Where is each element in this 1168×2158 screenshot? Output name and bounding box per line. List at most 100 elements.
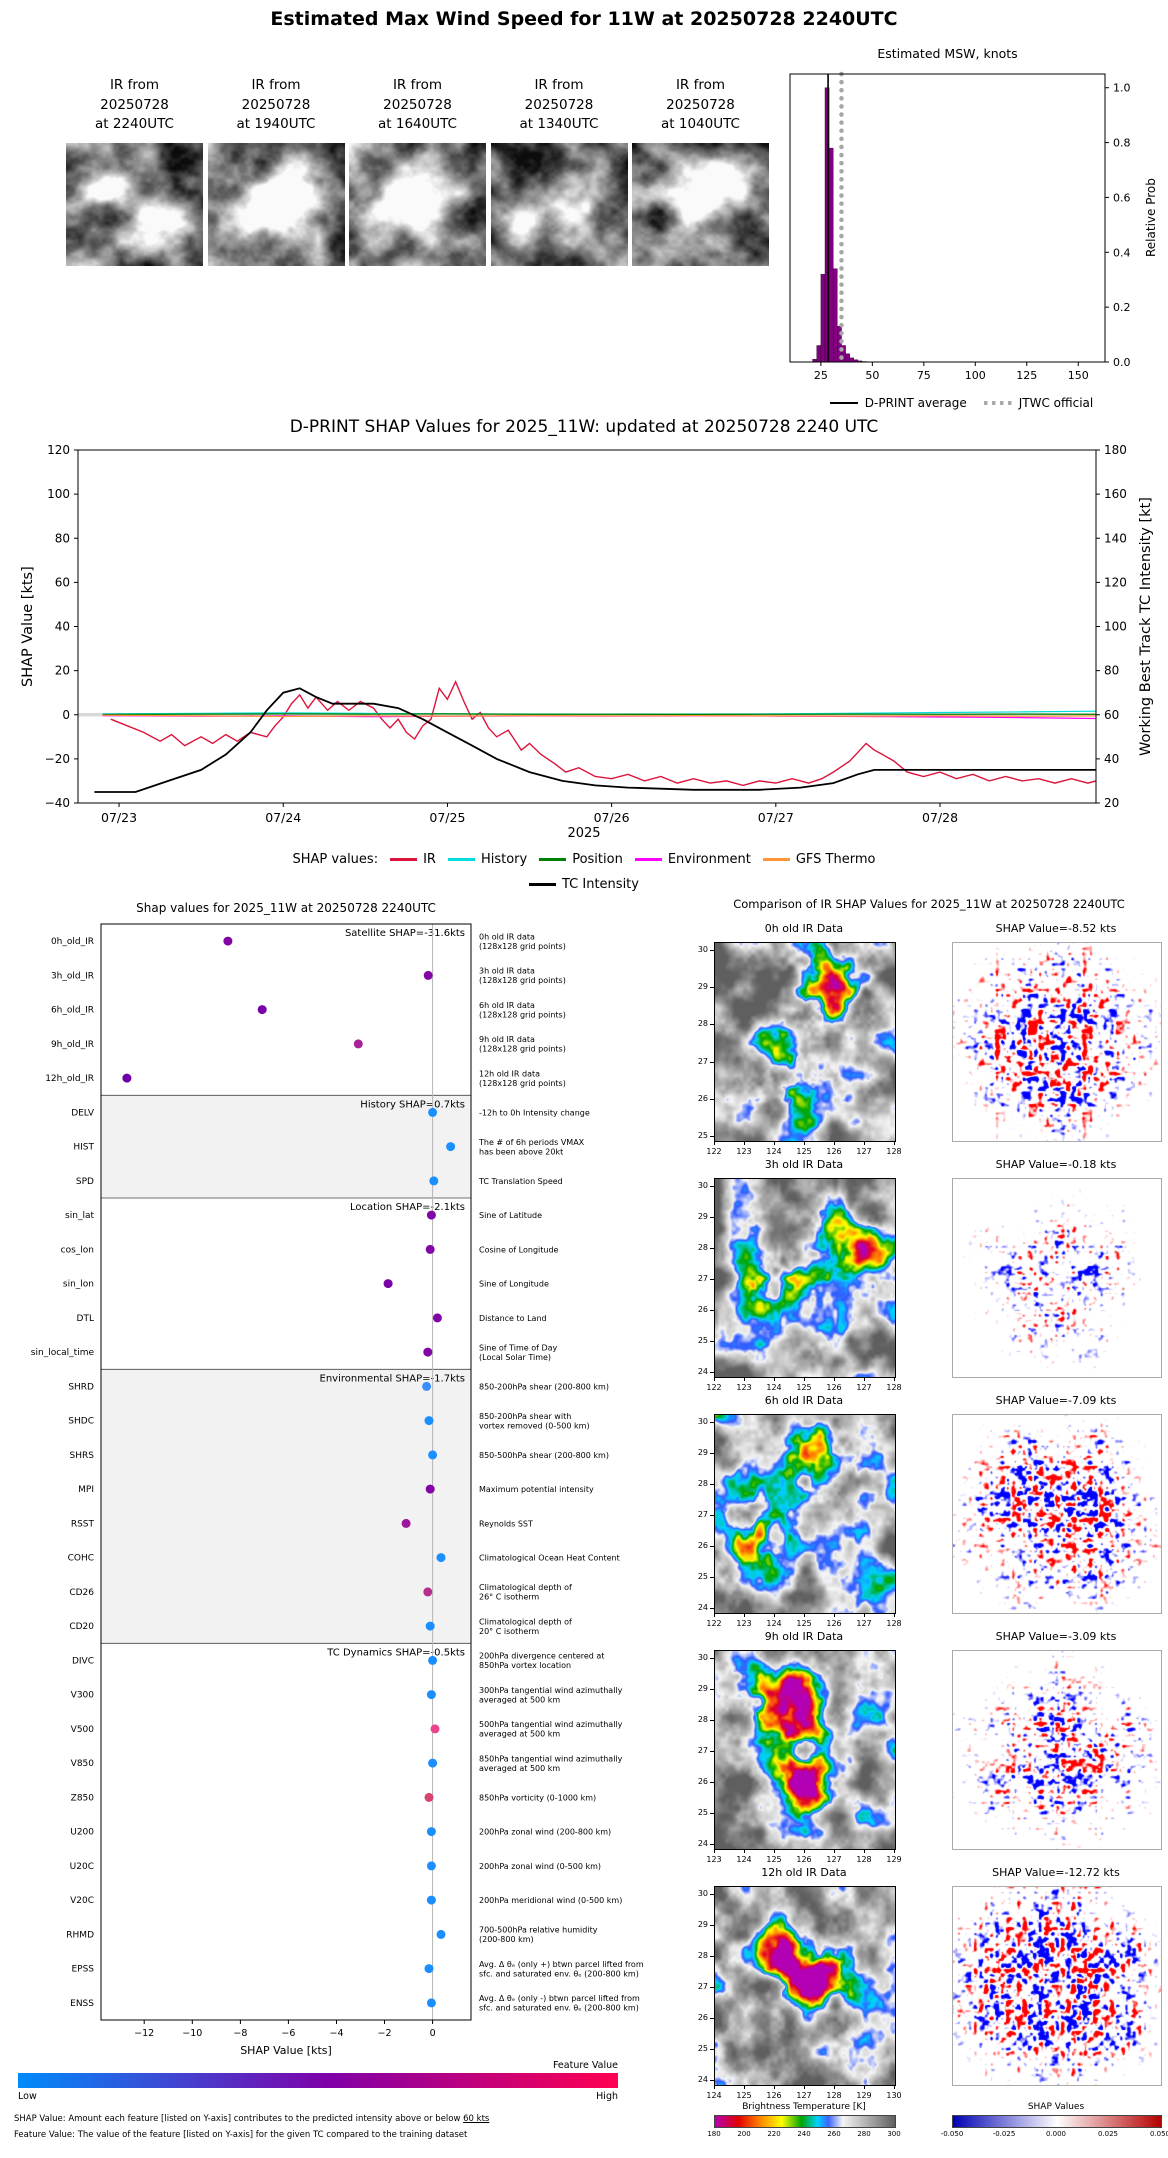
dotplot-group-header: History SHAP=0.7kts xyxy=(360,1099,465,1110)
feature-value-low-label: Low xyxy=(18,2091,37,2102)
ir-ytick-label: 27 xyxy=(697,1982,708,1991)
ir-ytick-mark xyxy=(710,1217,714,1218)
ir-ytick-mark xyxy=(710,1987,714,1988)
dotplot-feature-desc: 200hPa zonal wind (200-800 km) xyxy=(479,1828,611,1837)
dotplot-xtick-label: −8 xyxy=(233,2028,247,2039)
right-ytick-label: 60 xyxy=(1104,708,1119,722)
bt-colorbar-tick: 260 xyxy=(827,2130,841,2138)
ir-ytick-label: 29 xyxy=(697,1684,708,1693)
ir-ytick-mark xyxy=(710,1061,714,1063)
histogram-ytick-label: 0.4 xyxy=(1113,246,1131,259)
ir-ytick-mark xyxy=(710,1248,714,1249)
ir-xtick-mark xyxy=(894,1849,895,1853)
ir-xtick-label: 126 xyxy=(796,1855,812,1864)
dotplot-feature-desc: 20° C isotherm xyxy=(479,1627,539,1636)
dotplot-feature-desc: 200hPa divergence centered at xyxy=(479,1652,604,1661)
left-ytick-label: 40 xyxy=(55,620,70,634)
xtick-label: 07/26 xyxy=(594,810,630,825)
histogram-bar xyxy=(828,147,834,363)
ir-ytick-mark xyxy=(710,1689,714,1690)
histogram-bar xyxy=(832,268,838,363)
ir-ytick-label: 30 xyxy=(697,1181,708,1190)
dotplot-feature-desc: Climatological depth of xyxy=(479,1617,572,1626)
dotplot-shap-dot xyxy=(425,1244,435,1254)
histogram-xtick-label: 125 xyxy=(1016,369,1037,382)
ir-xtick-label: 122 xyxy=(706,1383,722,1392)
legend-item-tc-intensity: TC Intensity xyxy=(529,877,639,892)
series-tc-intensity xyxy=(94,687,1096,793)
legend-label-position: Position xyxy=(572,852,623,867)
dotplot-feature-desc: 26° C isotherm xyxy=(479,1593,539,1602)
ir-ytick-label: 25 xyxy=(697,2044,708,2053)
dotplot-feature-desc: Distance to Land xyxy=(479,1314,547,1323)
ir-thumbnail-label: 20250728 xyxy=(524,96,594,113)
dotplot-feature-desc: 9h old IR data xyxy=(479,1035,535,1044)
dotplot-group-header: Environmental SHAP=-1.7kts xyxy=(320,1373,466,1384)
ir-ytick-label: 26 xyxy=(697,1541,708,1550)
shap-value-footnote-underline: 60 kts xyxy=(463,2114,490,2124)
ir-xtick-mark xyxy=(714,2085,715,2089)
dotplot-feature-desc: sfc. and saturated env. θₑ (200-800 km) xyxy=(479,2004,639,2013)
ir-satellite-image xyxy=(66,142,203,266)
legend-swatch-tc-intensity xyxy=(529,883,556,886)
ir-thumbnail-label: 20250728 xyxy=(666,96,735,113)
right-ytick-label: 120 xyxy=(1104,575,1127,589)
xtick-label: 07/28 xyxy=(922,810,958,825)
dotplot-feature-desc: 850-200hPa shear with xyxy=(479,1412,571,1421)
shap-colorbar-title: SHAP Values xyxy=(1027,2102,1085,2112)
series-position xyxy=(102,713,1097,716)
histogram-plot-border xyxy=(789,73,1106,363)
dotplot-xtick-label: −12 xyxy=(134,2028,154,2039)
jtwc-official-swatch xyxy=(983,400,1012,406)
ir-data-image xyxy=(714,1414,896,1614)
series-gfs-thermo xyxy=(102,714,1097,718)
dotplot-feature-desc: has been above 20kt xyxy=(479,1147,563,1156)
ir-xtick-label: 126 xyxy=(826,1619,842,1628)
ir-ytick-mark xyxy=(710,2080,714,2081)
ir-xtick-label: 128 xyxy=(886,1619,902,1628)
dotplot-feature-label: HIST xyxy=(73,1143,94,1153)
ir-xtick-label: 127 xyxy=(856,1619,872,1628)
dotplot-shap-dot xyxy=(401,1518,411,1528)
histogram-xtick-label: 25 xyxy=(814,369,828,382)
ir-xtick-label: 128 xyxy=(826,2091,842,2100)
ir-xtick-mark xyxy=(774,1613,775,1617)
ir-xtick-label: 127 xyxy=(856,1147,872,1156)
dotplot-shap-dot xyxy=(436,1553,446,1563)
feature-value-high-label: High xyxy=(596,2091,618,2102)
dotplot-shap-dot xyxy=(383,1279,393,1289)
dotplot-shap-dot xyxy=(425,1621,435,1631)
dotplot-feature-desc: 500hPa tangential wind azimuthally xyxy=(479,1720,623,1729)
left-ytick-label: 120 xyxy=(47,443,70,457)
legend-item-history: History xyxy=(447,852,527,867)
ir-ytick-label: 29 xyxy=(697,1212,708,1221)
ir-ytick-label: 25 xyxy=(697,1572,708,1581)
ir-xtick-mark xyxy=(804,1613,805,1617)
ir-xtick-mark xyxy=(864,1849,865,1853)
ir-ytick-label: 24 xyxy=(697,2075,708,2084)
ir-ytick-mark xyxy=(710,1372,714,1373)
dotplot-xtick-label: −6 xyxy=(281,2028,295,2039)
series-ir xyxy=(110,679,1097,787)
ir-ytick-label: 29 xyxy=(697,982,708,992)
left-ytick-label: −40 xyxy=(45,796,70,810)
shap-colorbar-tick: 0.050 xyxy=(1149,2130,1168,2138)
dotplot-shap-dot xyxy=(423,1347,433,1357)
dotplot-group-header: Satellite SHAP=-31.6kts xyxy=(345,928,465,939)
histogram-ylabel: Relative Prob xyxy=(1144,178,1158,258)
histogram-bar xyxy=(849,357,855,363)
timeseries-xlabel: 2025 xyxy=(567,826,601,841)
ir-xtick-mark xyxy=(744,1613,745,1617)
shap-map-image xyxy=(952,1886,1162,2086)
legend-item-position: Position xyxy=(539,852,623,867)
dotplot-feature-label: CD20 xyxy=(69,1622,94,1632)
histogram-ytick-label: 0.6 xyxy=(1113,191,1131,204)
ir-thumbnail-label: IR from xyxy=(392,77,443,93)
dotplot-shap-dot xyxy=(423,970,433,980)
dotplot-shap-dot xyxy=(122,1073,132,1083)
dotplot-feature-desc: Avg. Δ θₑ (only +) btwn parcel lifted fr… xyxy=(479,1960,644,1969)
ir-ytick-mark xyxy=(710,1136,714,1137)
histogram-xtick-label: 100 xyxy=(965,369,986,382)
dotplot-feature-desc: (128x128 grid points) xyxy=(479,942,566,951)
ir-ytick-label: 26 xyxy=(697,1777,708,1786)
